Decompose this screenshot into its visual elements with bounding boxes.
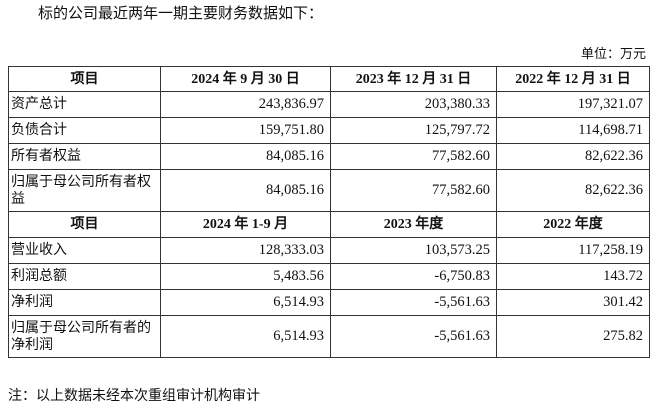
header-item: 项目	[8, 211, 161, 238]
header-date: 2022 年 12 月 31 日	[496, 66, 650, 92]
cell-value: 117,258.19	[496, 237, 650, 264]
cell-value: 82,622.36	[496, 143, 650, 170]
cell-value: -5,561.63	[330, 315, 497, 358]
cell-value: 82,622.36	[496, 169, 650, 212]
header-date: 2023 年 12 月 31 日	[330, 66, 497, 92]
cell-value: 128,333.03	[160, 237, 331, 264]
cell-value: 6,514.93	[160, 289, 331, 316]
table-row: 负债合计 159,751.80 125,797.72 114,698.71	[8, 117, 650, 144]
income-header-row: 项目 2024 年 1-9 月 2023 年度 2022 年度	[8, 211, 650, 238]
intro-text: 标的公司最近两年一期主要财务数据如下：	[38, 4, 324, 22]
cell-value: 143.72	[496, 263, 650, 290]
row-label: 营业收入	[8, 237, 161, 264]
balance-header-row: 项目 2024 年 9 月 30 日 2023 年 12 月 31 日 2022…	[8, 66, 650, 92]
cell-value: -5,561.63	[330, 289, 497, 316]
row-label: 利润总额	[8, 263, 161, 290]
cell-value: 301.42	[496, 289, 650, 316]
cell-value: 243,836.97	[160, 91, 331, 118]
cell-value: 114,698.71	[496, 117, 650, 144]
row-label: 所有者权益	[8, 143, 161, 170]
cell-value: 5,483.56	[160, 263, 331, 290]
cell-value: -6,750.83	[330, 263, 497, 290]
row-label: 归属于母公司所有者的净利润	[8, 315, 161, 358]
cell-value: 6,514.93	[160, 315, 331, 358]
cell-value: 275.82	[496, 315, 650, 358]
cell-value: 77,582.60	[330, 169, 497, 212]
cell-value: 84,085.16	[160, 169, 331, 212]
footnote: 注：以上数据未经本次重组审计机构审计	[8, 388, 260, 404]
row-label: 净利润	[8, 289, 161, 316]
table-row: 所有者权益 84,085.16 77,582.60 82,622.36	[8, 143, 650, 170]
cell-value: 203,380.33	[330, 91, 497, 118]
header-item: 项目	[8, 66, 161, 92]
cell-value: 84,085.16	[160, 143, 331, 170]
table-row: 归属于母公司所有者权益 84,085.16 77,582.60 82,622.3…	[8, 169, 650, 212]
table-row: 归属于母公司所有者的净利润 6,514.93 -5,561.63 275.82	[8, 315, 650, 358]
header-period: 2024 年 1-9 月	[160, 211, 331, 238]
row-label: 负债合计	[8, 117, 161, 144]
unit-label: 单位：万元	[580, 47, 646, 62]
cell-value: 125,797.72	[330, 117, 497, 144]
cell-value: 197,321.07	[496, 91, 650, 118]
cell-value: 77,582.60	[330, 143, 497, 170]
header-period: 2023 年度	[330, 211, 497, 238]
financial-table: 项目 2024 年 9 月 30 日 2023 年 12 月 31 日 2022…	[8, 66, 650, 358]
header-date: 2024 年 9 月 30 日	[160, 66, 331, 92]
table-row: 资产总计 243,836.97 203,380.33 197,321.07	[8, 91, 650, 118]
row-label: 归属于母公司所有者权益	[8, 169, 161, 212]
header-period: 2022 年度	[496, 211, 650, 238]
row-label: 资产总计	[8, 91, 161, 118]
cell-value: 103,573.25	[330, 237, 497, 264]
cell-value: 159,751.80	[160, 117, 331, 144]
table-row: 净利润 6,514.93 -5,561.63 301.42	[8, 289, 650, 316]
table-row: 营业收入 128,333.03 103,573.25 117,258.19	[8, 237, 650, 264]
table-row: 利润总额 5,483.56 -6,750.83 143.72	[8, 263, 650, 290]
